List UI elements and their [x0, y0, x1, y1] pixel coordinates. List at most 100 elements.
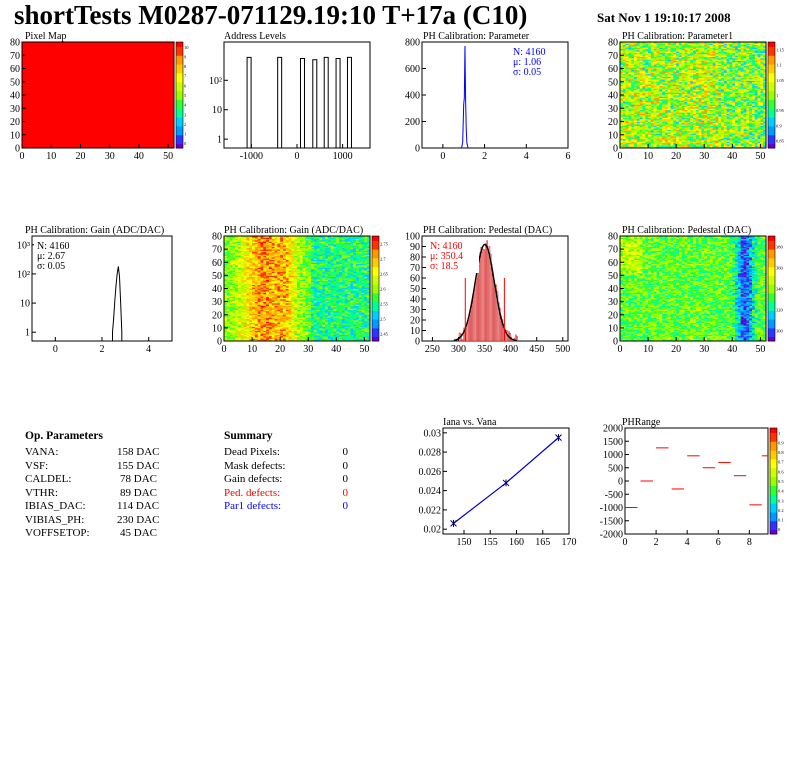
heatmap-cell — [648, 110, 652, 113]
heatmap-cell — [715, 105, 719, 108]
heatmap-cell — [721, 71, 725, 73]
heatmap-cell — [628, 93, 632, 96]
heatmap-cell — [642, 97, 646, 100]
heatmap-cell — [673, 101, 677, 104]
heatmap-cell — [690, 113, 694, 116]
heatmap-cell — [740, 129, 744, 132]
heatmap-cell — [636, 109, 641, 112]
histogram-peak — [335, 57, 341, 148]
heatmap-cell — [622, 100, 627, 103]
heatmap-cell — [693, 140, 697, 142]
heatmap-cell — [684, 43, 688, 46]
heatmap-cell — [667, 75, 671, 77]
heatmap-cell — [642, 108, 646, 110]
heatmap-cell — [620, 59, 624, 61]
heatmap-cell — [715, 71, 719, 73]
heatmap-cell — [715, 113, 719, 116]
heatmap-cell — [634, 81, 638, 84]
heatmap-cell — [695, 142, 700, 145]
heatmap-cell — [634, 57, 638, 60]
heatmap-cell — [684, 93, 688, 96]
heatmap-cell — [659, 142, 663, 145]
heatmap-cell — [695, 95, 700, 97]
heatmap-cell — [681, 126, 685, 129]
heatmap-cell — [673, 81, 677, 84]
heatmap-cell — [721, 128, 725, 130]
heatmap-cell — [715, 109, 719, 112]
heatmap-cell — [648, 60, 652, 63]
heatmap-cell — [628, 63, 632, 65]
heatmap-cell — [693, 72, 697, 75]
heatmap-cell — [676, 77, 680, 80]
heatmap-cell — [639, 77, 643, 80]
heatmap-cell — [659, 120, 663, 122]
heatmap-cell — [715, 83, 719, 85]
heatmap-cell — [690, 85, 694, 88]
heatmap-cell — [721, 77, 725, 80]
heatmap-cell — [735, 53, 739, 56]
heatmap-cell — [636, 51, 641, 53]
heatmap-cell — [726, 77, 730, 80]
heatmap-cell — [701, 108, 705, 110]
heatmap-cell — [659, 138, 663, 141]
heatmap-cell — [631, 137, 635, 140]
heatmap-cell — [729, 140, 733, 142]
heatmap-cell — [673, 68, 677, 71]
heatmap-cell — [631, 93, 635, 96]
heatmap-cell — [704, 125, 708, 128]
heatmap-cell — [676, 45, 680, 48]
heatmap-cell — [721, 92, 725, 95]
heatmap-cell — [634, 126, 638, 129]
heatmap-cell — [723, 138, 728, 141]
heatmap-cell — [667, 126, 671, 129]
heatmap-cell — [718, 140, 722, 142]
heatmap-cell — [676, 120, 680, 122]
heatmap-cell — [732, 69, 736, 72]
heatmap-cell — [707, 137, 711, 140]
x-tick-label: -1000 — [240, 151, 263, 162]
heatmap-cell — [701, 144, 705, 146]
heatmap-cell — [709, 108, 714, 110]
heatmap-cell — [678, 126, 683, 129]
heatmap-cell — [664, 92, 669, 95]
heatmap-cell — [704, 81, 708, 84]
heatmap-cell — [642, 138, 646, 141]
heatmap-cell — [622, 92, 627, 95]
heatmap-cell — [704, 137, 708, 140]
heatmap-cell — [690, 110, 694, 113]
heatmap-cell — [642, 113, 646, 116]
heatmap-cell — [662, 69, 666, 72]
heatmap-cell — [743, 136, 747, 138]
heatmap-cell — [667, 122, 671, 125]
heatmap-cell — [693, 80, 697, 83]
heatmap-cell — [639, 59, 643, 61]
heatmap-cell — [681, 142, 685, 145]
heatmap-cell — [622, 52, 627, 55]
heatmap-cell — [721, 136, 725, 138]
heatmap-cell — [670, 68, 674, 71]
heatmap-cell — [681, 129, 685, 132]
heatmap-cell — [729, 79, 733, 81]
heatmap-cell — [628, 138, 632, 141]
heatmap-cell — [693, 109, 697, 112]
heatmap-cell — [709, 49, 714, 52]
heatmap-cell — [681, 49, 685, 52]
heatmap-cell — [715, 121, 719, 124]
heatmap-cell — [723, 65, 728, 68]
heatmap-cell — [718, 89, 722, 92]
heatmap-cell — [687, 68, 691, 71]
heatmap-cell — [650, 145, 655, 148]
heatmap-cell — [650, 144, 655, 146]
heatmap-cell — [648, 134, 652, 137]
heatmap-cell — [709, 73, 714, 76]
heatmap-cell — [709, 42, 714, 44]
heatmap-cell — [687, 84, 691, 87]
heatmap-cell — [712, 144, 716, 146]
heatmap-cell — [726, 87, 730, 89]
heatmap-cell — [690, 59, 694, 61]
heatmap-cell — [625, 116, 629, 118]
heatmap-cell — [628, 49, 632, 52]
x-tick-label: 10 — [46, 151, 56, 162]
heatmap-cell — [636, 97, 641, 100]
heatmap-cell — [620, 73, 624, 76]
